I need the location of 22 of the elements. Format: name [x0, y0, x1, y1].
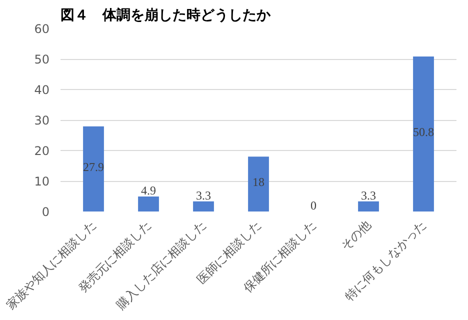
bar: [358, 201, 379, 212]
bar: [193, 201, 214, 212]
y-tick-label: 20: [34, 144, 50, 158]
data-label: 18: [252, 175, 264, 190]
y-tick-label: 50: [34, 52, 50, 66]
data-label: 4.9: [141, 184, 156, 198]
bar: [413, 56, 434, 212]
y-tick-label: 30: [34, 114, 50, 128]
data-label: 3.3: [361, 188, 376, 202]
y-tick-label: 10: [34, 174, 50, 188]
data-label: 3.3: [196, 188, 211, 202]
data-label: 0: [310, 198, 316, 212]
y-tick-label: 0: [42, 205, 50, 219]
data-label: 27.9: [83, 160, 104, 174]
y-tick-label: 60: [34, 22, 50, 36]
chart-title: 図４ 体調を崩した時どうしたか: [60, 6, 272, 24]
bar: [138, 196, 159, 212]
data-label: 50.8: [413, 125, 434, 140]
y-tick-label: 40: [34, 83, 50, 97]
x-tick-label: その他: [338, 218, 374, 253]
bar: [83, 126, 104, 212]
bar: [248, 156, 269, 212]
